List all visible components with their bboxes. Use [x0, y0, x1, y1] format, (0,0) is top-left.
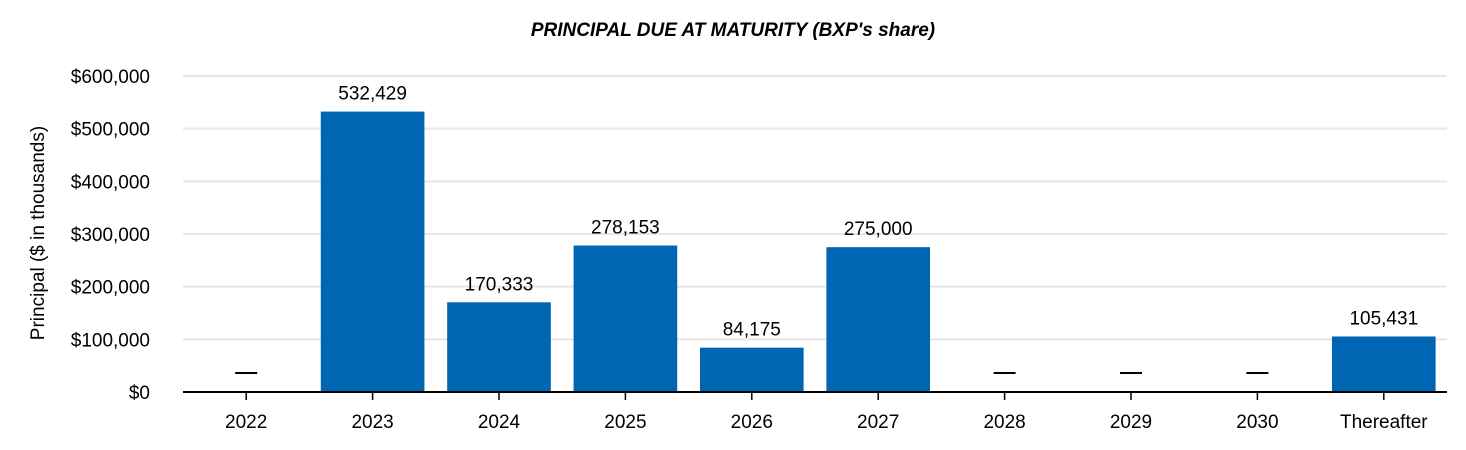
- x-tick-label: 2028: [983, 412, 1025, 433]
- x-axis: 2022 2023 2024 2025 2026 2027 2028 2029 2030 Ther…: [183, 391, 1447, 433]
- data-label: 532,429: [338, 84, 407, 105]
- bar: [826, 247, 931, 392]
- y-axis-ticks: $0 $100,000 $200,000 $300,000 $400,000 $500,0…: [71, 67, 150, 404]
- y-axis-label: Principal ($ in thousands): [28, 126, 49, 340]
- data-label: 275,000: [844, 219, 913, 240]
- data-label: 105,431: [1349, 308, 1418, 329]
- x-tick-label: 2030: [1236, 412, 1278, 433]
- bar: [447, 302, 551, 392]
- chart-title: PRINCIPAL DUE AT MATURITY (BXP's share): [531, 20, 935, 41]
- data-labels: 532,429 170,333 278,153 84,175 275,000 105,43…: [235, 84, 1418, 374]
- bar: [573, 245, 678, 392]
- x-tick-label: Thereafter: [1340, 412, 1428, 433]
- data-label: 278,153: [591, 218, 660, 239]
- x-tick-label: 2027: [857, 412, 899, 433]
- x-tick-label: 2025: [604, 412, 646, 433]
- bar: [1331, 336, 1436, 392]
- data-label: 170,333: [465, 274, 534, 295]
- y-tick-label: $600,000: [71, 67, 150, 88]
- y-tick-label: $500,000: [71, 120, 150, 141]
- bar: [320, 111, 425, 392]
- bar: [699, 347, 804, 392]
- y-tick-label: $100,000: [71, 330, 150, 351]
- x-tick-label: 2022: [225, 412, 267, 433]
- y-tick-label: $0: [129, 383, 150, 404]
- x-tick-label: 2023: [351, 412, 393, 433]
- x-tick-label: 2024: [478, 412, 521, 433]
- x-tick-label: 2029: [1110, 412, 1152, 433]
- bars: [320, 111, 1436, 392]
- x-tick-label: 2026: [731, 412, 773, 433]
- data-label: 84,175: [723, 320, 781, 341]
- y-tick-label: $300,000: [71, 225, 150, 246]
- y-tick-label: $400,000: [71, 172, 150, 193]
- y-tick-label: $200,000: [71, 278, 150, 299]
